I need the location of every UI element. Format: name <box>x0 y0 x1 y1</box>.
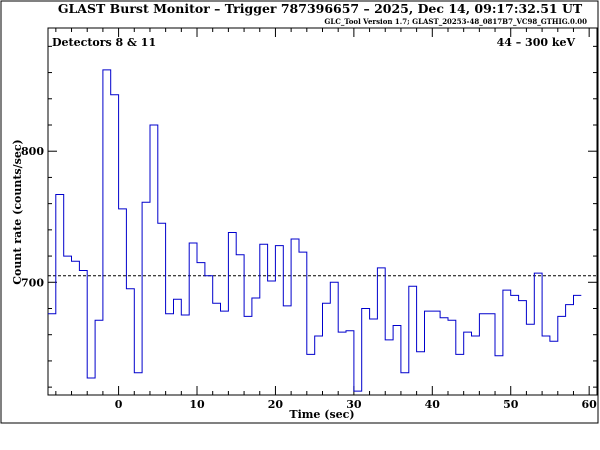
x-tick-label: 60 <box>582 398 598 411</box>
figure-border <box>0 0 599 424</box>
axis-ticks <box>48 28 597 395</box>
x-tick-label: 20 <box>268 398 284 411</box>
x-tick-label: 30 <box>346 398 362 411</box>
x-axis-label: Time (sec) <box>289 408 354 421</box>
x-tick-label: 40 <box>425 398 441 411</box>
x-tick-label: 50 <box>503 398 519 411</box>
detectors-annotation: Detectors 8 & 11 <box>52 36 156 49</box>
x-tick-label: 0 <box>115 398 123 411</box>
plot-frame <box>47 27 598 396</box>
y-tick-label: 700 <box>21 276 44 289</box>
tick-labels: 0 10 20 30 40 50 60 700 800 <box>21 145 597 411</box>
chart-subtitle: GLC_Tool Version 1.7; GLAST_20253-48_081… <box>324 17 587 26</box>
energy-range-annotation: 44 – 300 keV <box>497 36 576 49</box>
x-tick-label: 10 <box>189 398 205 411</box>
y-axis-label: Count rate (counts/sec) <box>11 139 24 284</box>
count-rate-series <box>48 69 582 392</box>
chart-title: GLAST Burst Monitor – Trigger 787396657 … <box>58 1 583 16</box>
y-tick-label: 800 <box>21 145 44 158</box>
